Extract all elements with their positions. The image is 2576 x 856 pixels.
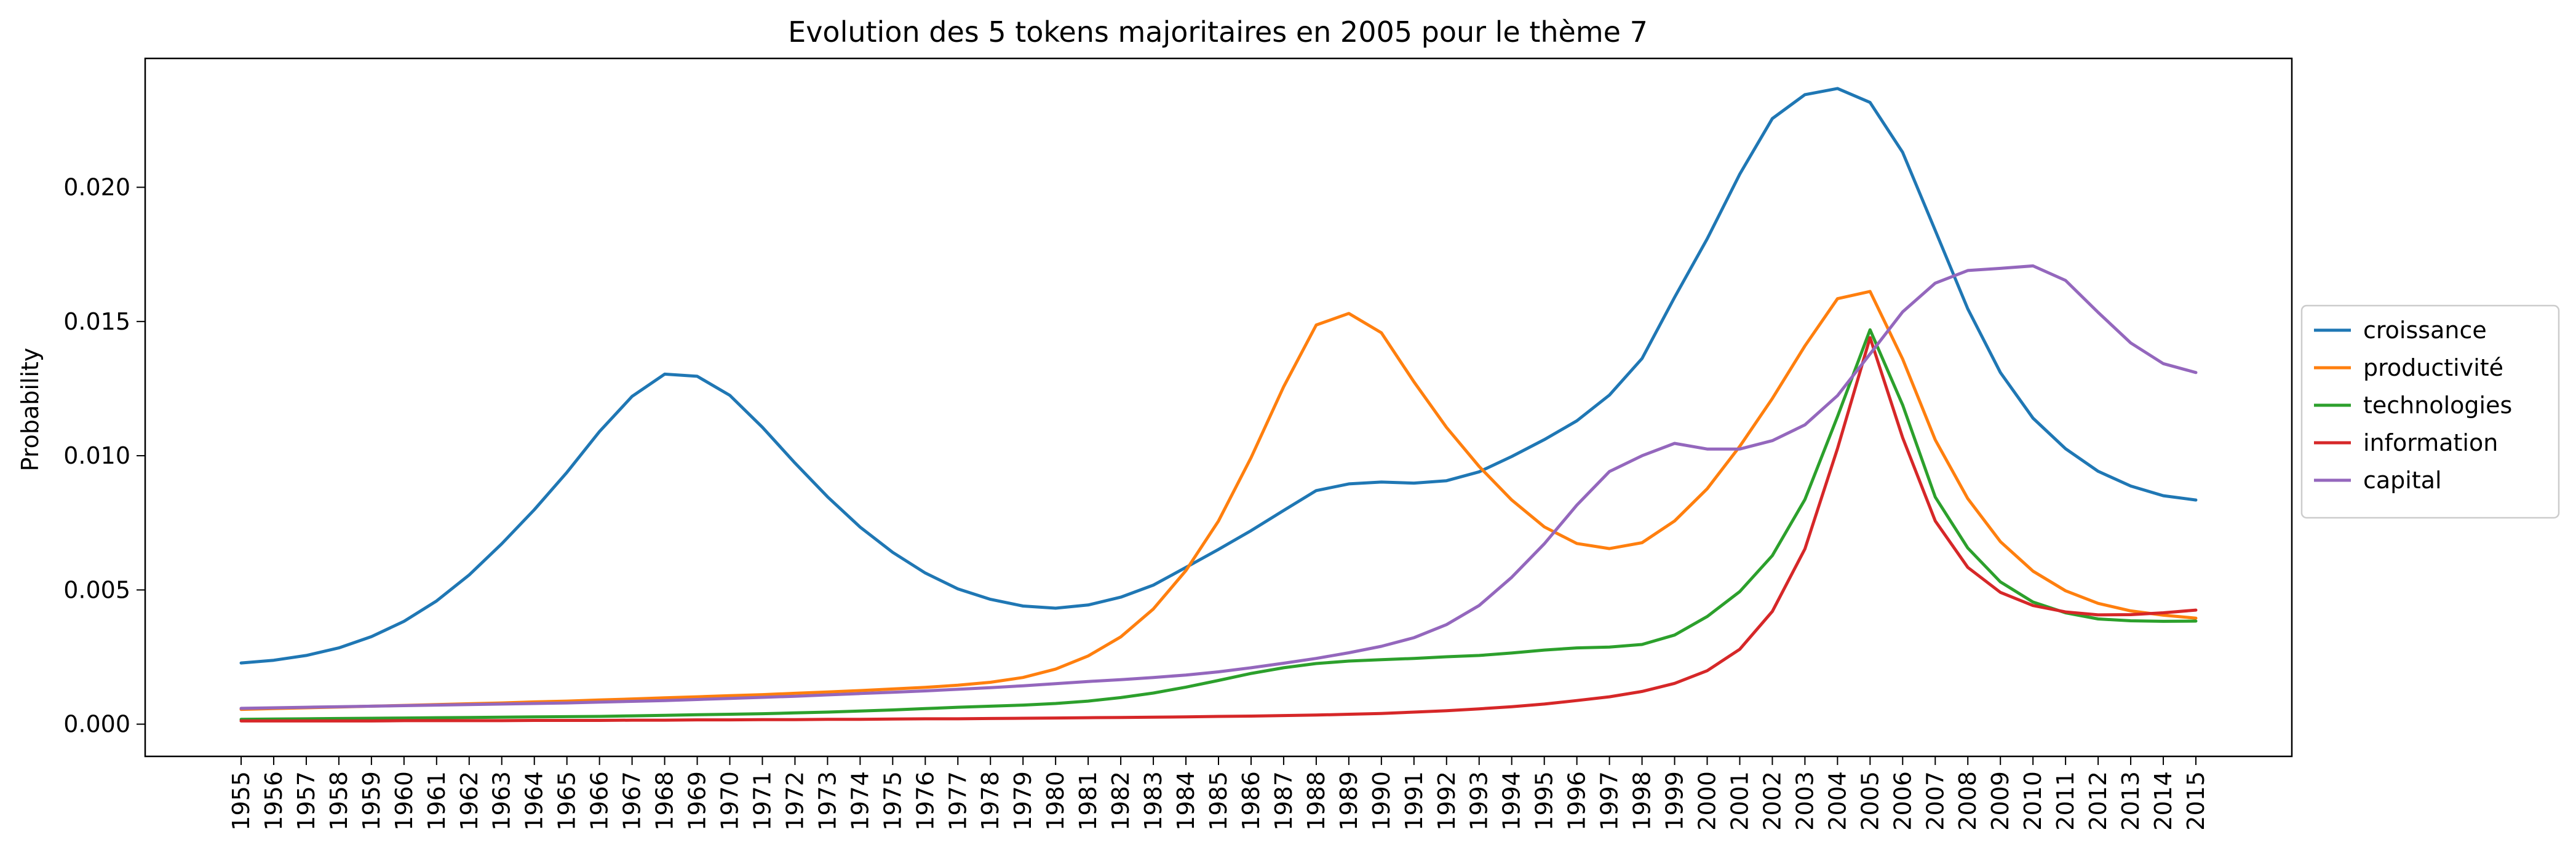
x-tick-label: 1960 — [391, 771, 418, 831]
x-tick-label: 1959 — [358, 771, 385, 831]
y-axis-label: Probability — [17, 348, 44, 472]
x-tick-label: 1971 — [749, 771, 776, 831]
series-line-capital — [239, 264, 2198, 710]
x-tick-label: 1967 — [619, 771, 646, 831]
x-tick-label: 2010 — [2019, 771, 2046, 831]
legend: croissance productivité technologies inform… — [2300, 304, 2560, 519]
x-tick-label: 2002 — [1759, 771, 1786, 831]
legend-label: capital — [2363, 467, 2442, 494]
chart-title: Evolution des 5 tokens majoritaires en 2… — [788, 15, 1648, 49]
y-tick-label: 0.000 — [63, 711, 130, 738]
legend-label: productivité — [2363, 354, 2503, 381]
x-tick-label: 1988 — [1303, 771, 1330, 831]
x-tick-label: 2008 — [1954, 771, 1981, 831]
x-tick-label: 1994 — [1498, 771, 1525, 831]
x-tick-label: 1974 — [846, 771, 873, 831]
x-tick-label: 1976 — [912, 771, 939, 831]
x-tick-label: 2006 — [1889, 771, 1916, 831]
series-line-technologies — [239, 328, 2198, 721]
series-line-croissance — [239, 87, 2198, 665]
x-tick-label: 1991 — [1401, 771, 1428, 831]
x-tick-label: 1998 — [1629, 771, 1656, 831]
x-tick-label: 2007 — [1922, 771, 1949, 831]
legend-box — [2300, 304, 2560, 519]
series-line-information — [239, 336, 2198, 723]
x-tick-label: 2003 — [1791, 771, 1818, 831]
y-tick-label: 0.015 — [63, 308, 130, 335]
x-tick-label: 1979 — [1009, 771, 1036, 831]
x-tick-label: 1970 — [717, 771, 744, 831]
x-tick-label: 1963 — [488, 771, 515, 831]
x-tick-label: 1966 — [586, 771, 613, 831]
x-tick-label: 2012 — [2085, 771, 2112, 831]
x-tick-label: 1968 — [651, 771, 678, 831]
x-tick-label: 1969 — [684, 771, 711, 831]
y-tick-label: 0.005 — [63, 576, 130, 603]
x-tick-label: 1996 — [1564, 771, 1591, 831]
x-tick-label: 1981 — [1075, 771, 1102, 831]
x-tick-label: 1972 — [781, 771, 808, 831]
legend-label: technologies — [2363, 392, 2512, 419]
x-tick-label: 1965 — [554, 771, 581, 831]
y-tick-label: 0.010 — [63, 442, 130, 469]
x-tick-label: 1995 — [1531, 771, 1558, 831]
x-tick-label: 1962 — [456, 771, 483, 831]
legend-label: croissance — [2363, 317, 2487, 344]
x-tick-label: 1990 — [1368, 771, 1395, 831]
x-tick-label: 1961 — [423, 771, 450, 831]
x-tick-label: 1955 — [228, 771, 255, 831]
x-tick-label: 2015 — [2182, 771, 2209, 831]
x-tick-label: 1958 — [325, 771, 352, 831]
x-tick-label: 1992 — [1433, 771, 1460, 831]
series-lines — [239, 87, 2198, 723]
legend-label: information — [2363, 429, 2498, 456]
plot-area-frame — [144, 57, 2293, 758]
x-tick-label: 1977 — [944, 771, 971, 831]
x-tick-label: 1956 — [260, 771, 287, 831]
x-tick-label: 2005 — [1856, 771, 1883, 831]
x-tick-label: 1989 — [1335, 771, 1362, 831]
x-tick-label: 1964 — [521, 771, 548, 831]
x-axis-ticks: 1955 1956 1957 1958 1959 1960 1961 1962 1963 1964… — [228, 756, 2209, 831]
x-tick-label: 1982 — [1107, 771, 1134, 831]
x-tick-label: 2004 — [1824, 771, 1851, 831]
x-tick-label: 1975 — [879, 771, 906, 831]
series-line-productivité — [239, 290, 2198, 711]
y-tick-label: 0.020 — [63, 174, 130, 201]
x-tick-label: 1993 — [1466, 771, 1493, 831]
x-tick-label: 1983 — [1140, 771, 1167, 831]
x-tick-label: 1985 — [1205, 771, 1232, 831]
x-tick-label: 1999 — [1661, 771, 1688, 831]
x-tick-label: 2000 — [1694, 771, 1721, 831]
x-tick-label: 2014 — [2150, 771, 2177, 831]
x-tick-label: 1984 — [1172, 771, 1199, 831]
x-tick-label: 2001 — [1726, 771, 1753, 831]
x-tick-label: 1973 — [814, 771, 841, 831]
x-tick-label: 2011 — [2052, 771, 2079, 831]
x-tick-label: 2013 — [2117, 771, 2144, 831]
x-tick-label: 2009 — [1987, 771, 2014, 831]
x-tick-label: 1986 — [1238, 771, 1265, 831]
y-axis-ticks: 0.000 0.005 0.010 0.015 0.020 — [63, 174, 145, 738]
x-tick-label: 1978 — [977, 771, 1004, 831]
x-tick-label: 1957 — [293, 771, 320, 831]
x-tick-label: 1987 — [1270, 771, 1297, 831]
x-tick-label: 1997 — [1596, 771, 1623, 831]
x-tick-label: 1980 — [1042, 771, 1069, 831]
